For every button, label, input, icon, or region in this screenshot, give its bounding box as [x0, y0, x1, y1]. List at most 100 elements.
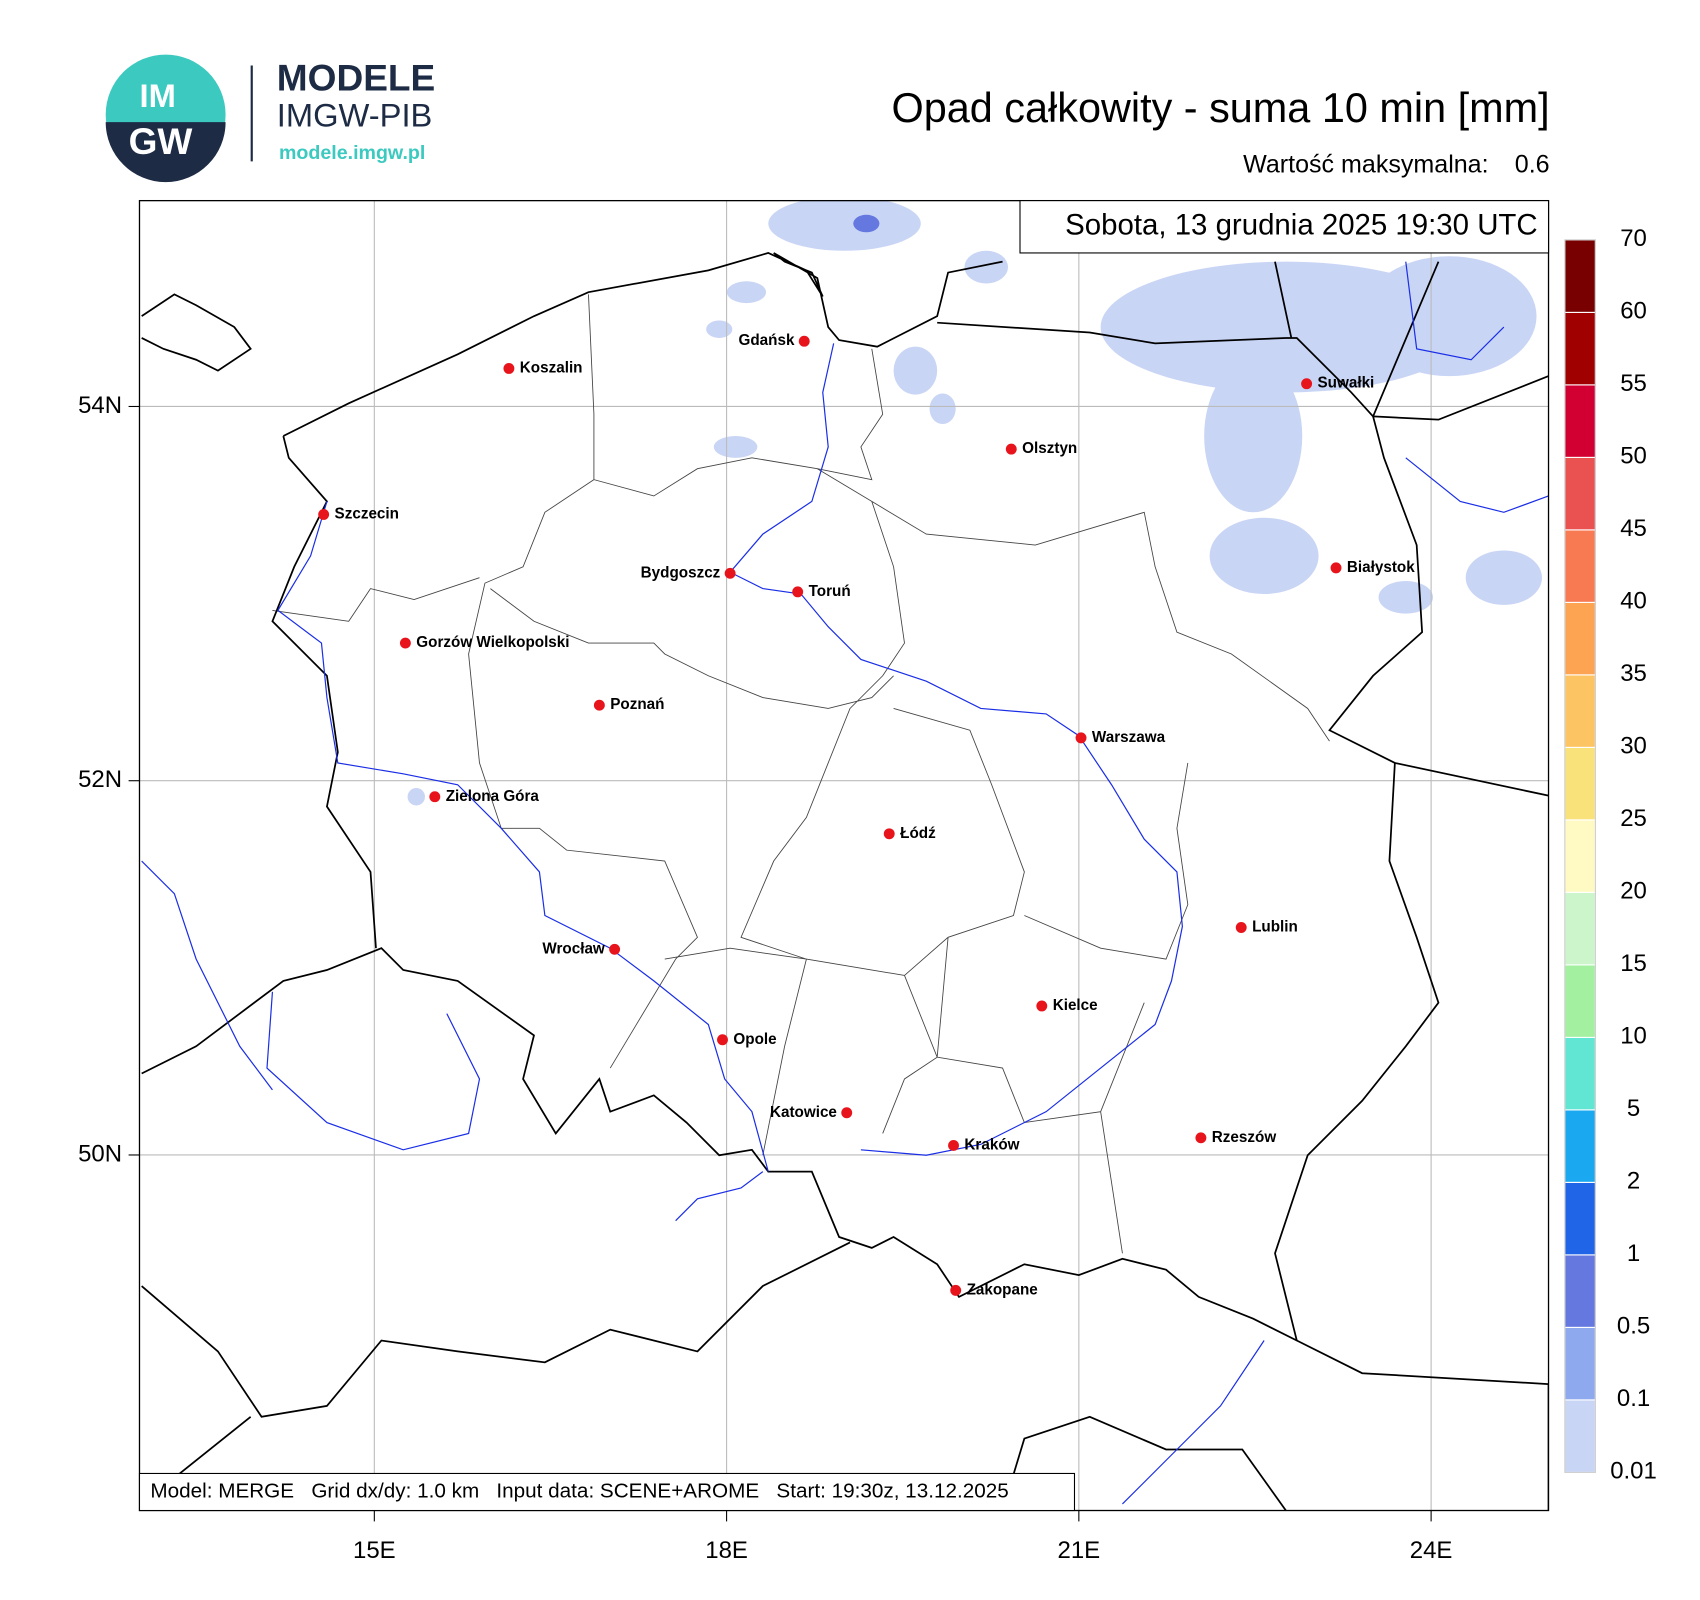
y-tick-label: 54N — [78, 392, 122, 419]
x-tick-label: 18E — [705, 1537, 748, 1564]
city-label: Toruń — [809, 583, 851, 600]
brand-sub: IMGW-PIB — [277, 96, 433, 133]
legend-label: 0.01 — [1610, 1458, 1657, 1485]
max-label: Wartość maksymalna: — [1243, 150, 1488, 178]
legend-label: 40 — [1620, 588, 1647, 615]
legend-swatch — [1564, 239, 1596, 313]
legend-swatch — [1564, 1181, 1596, 1256]
city-dot — [950, 1284, 962, 1296]
city-label: Warszawa — [1092, 729, 1166, 746]
grid — [139, 200, 1549, 1511]
city-dot — [841, 1107, 853, 1119]
city-dot — [798, 335, 810, 347]
city-label: Zielona Góra — [446, 788, 540, 805]
legend-label: 2 — [1627, 1168, 1640, 1195]
legend-swatch — [1564, 529, 1596, 603]
legend-label: 5 — [1627, 1095, 1640, 1122]
city-label: Opole — [733, 1031, 776, 1048]
city-label: Bydgoszcz — [641, 564, 721, 581]
logo-text: GW — [129, 120, 193, 162]
legend-swatch — [1564, 456, 1596, 531]
city-dot — [609, 943, 621, 955]
logo: IM GW MODELE IMGW-PIB modele.imgw.pl — [105, 54, 435, 183]
url: modele.imgw.pl — [279, 142, 425, 164]
legend-label: 0.1 — [1617, 1385, 1650, 1412]
city-dot — [948, 1140, 959, 1151]
max-value: 0.6 — [1515, 150, 1550, 178]
legend-label: 25 — [1620, 805, 1647, 832]
city-dot — [1036, 1000, 1048, 1012]
x-tick-label: 15E — [353, 1537, 396, 1564]
legend-label: 1 — [1627, 1240, 1640, 1267]
legend-swatch — [1564, 674, 1596, 748]
date-box — [1019, 200, 1550, 254]
legend-swatch — [1564, 311, 1596, 386]
y-tick-label: 52N — [78, 766, 122, 793]
city-label: Szczecin — [335, 506, 399, 523]
precip — [407, 200, 1542, 806]
legend-label: 15 — [1620, 950, 1647, 977]
city-dot — [792, 586, 804, 598]
city-dot — [1330, 562, 1342, 574]
legend-swatch — [1564, 601, 1596, 676]
city-label: Lublin — [1252, 919, 1298, 936]
city-dot — [503, 363, 515, 374]
map-frame — [138, 199, 1550, 1512]
city-dot — [883, 828, 895, 840]
legend-label: 20 — [1620, 878, 1647, 905]
logo-text: IM — [139, 77, 175, 114]
legend-label: 10 — [1620, 1023, 1647, 1050]
legend-swatch — [1564, 819, 1596, 893]
city-label: Wrocław — [542, 940, 605, 957]
legend-swatch — [1564, 1036, 1596, 1111]
legend-swatch — [1564, 891, 1596, 966]
city-label: Kielce — [1053, 997, 1098, 1014]
city-label: Gorzów Wielkopolski — [416, 634, 569, 651]
legend-label: 55 — [1620, 370, 1647, 397]
footer-box — [138, 1472, 1076, 1512]
y-tick-label: 50N — [78, 1140, 122, 1167]
legend-swatch — [1564, 1254, 1596, 1328]
legend-label: 35 — [1620, 660, 1647, 687]
city-dot — [399, 637, 411, 649]
city-label: Zakopane — [967, 1281, 1038, 1298]
legend-label: 30 — [1620, 733, 1647, 760]
city-dot — [593, 699, 605, 711]
map-layers: Gdańsk Koszalin Suwałki Olsztyn Szczecin Biał… — [139, 200, 1549, 1511]
city-label: Suwałki — [1318, 375, 1375, 392]
city-dot — [1235, 922, 1247, 933]
date: Sobota, 13 grudnia 2025 19:30 UTC — [1065, 209, 1537, 242]
legend-label: 70 — [1620, 225, 1647, 252]
legend-swatch — [1564, 384, 1596, 458]
legend-swatch — [1564, 746, 1596, 821]
city-dot — [1301, 378, 1313, 390]
legend-swatch — [1564, 1109, 1596, 1183]
city-dot — [1075, 732, 1087, 744]
city-label: Koszalin — [520, 359, 583, 376]
city-label: Kraków — [964, 1136, 1019, 1153]
legend-label: 50 — [1620, 443, 1647, 470]
x-tick-label: 24E — [1410, 1537, 1453, 1564]
city-dot — [717, 1034, 728, 1046]
legend-label: 60 — [1620, 298, 1647, 325]
cities: Gdańsk Koszalin Suwałki Olsztyn Szczecin Biał… — [318, 332, 1415, 1298]
city-label: Białystok — [1347, 559, 1415, 576]
brand: MODELE — [277, 57, 435, 99]
city-dot — [1195, 1132, 1207, 1144]
title: Opad całkowity - suma 10 min [mm] — [892, 85, 1550, 131]
legend-swatch — [1564, 964, 1596, 1038]
legend-swatch — [1564, 1399, 1596, 1473]
x-tick-label: 21E — [1058, 1537, 1101, 1564]
city-label: Poznań — [610, 696, 664, 713]
city-label: Łódź — [900, 825, 936, 842]
city-dot — [318, 509, 330, 520]
city-label: Katowice — [770, 1104, 837, 1121]
city-dot — [1005, 443, 1017, 455]
city-label: Gdańsk — [738, 332, 794, 349]
legend-label: 0.5 — [1617, 1313, 1650, 1340]
legend-swatch — [1564, 1326, 1596, 1401]
city-label: Rzeszów — [1212, 1129, 1277, 1146]
